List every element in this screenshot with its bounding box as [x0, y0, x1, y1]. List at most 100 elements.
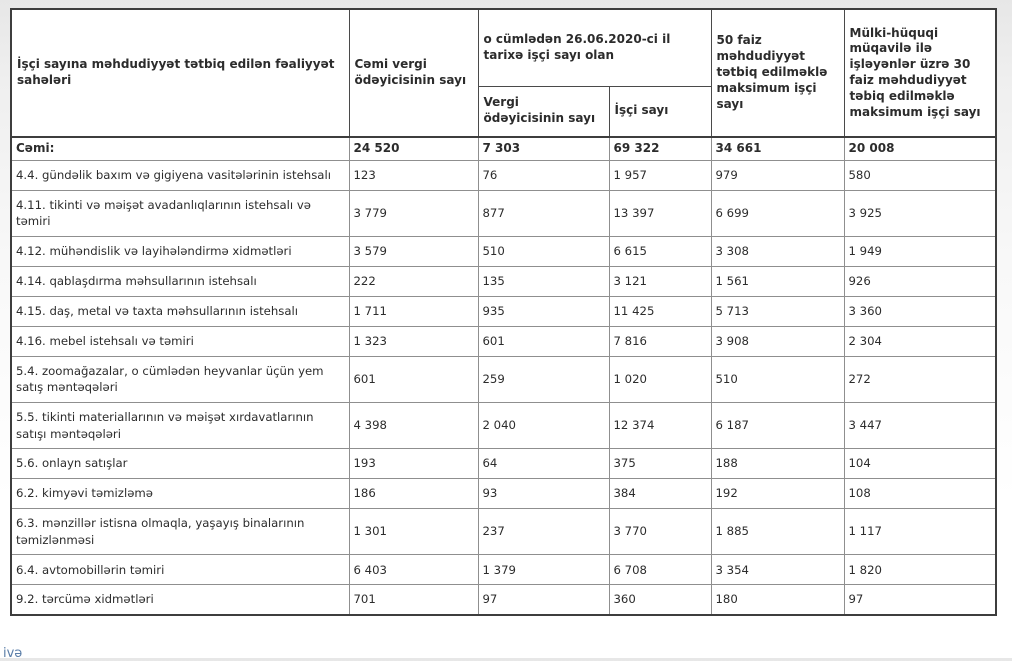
row-value: 97 — [477, 584, 610, 616]
row-value: 69 322 — [608, 136, 712, 161]
row-value: 935 — [477, 295, 610, 327]
row-value: 3 447 — [843, 401, 997, 450]
row-value: 12 374 — [608, 401, 712, 450]
row-value: 979 — [710, 159, 845, 191]
row-value: 6 615 — [608, 235, 712, 267]
row-value: 510 — [477, 235, 610, 267]
row-value: 2 304 — [843, 325, 997, 357]
employee-restriction-table: İşçi sayına məhdudiyyət tətbiq edilən fə… — [10, 8, 997, 616]
row-label: 4.15. daş, metal və taxta məhsullarının … — [10, 295, 350, 327]
row-value: 3 354 — [710, 554, 845, 586]
row-label: 4.16. mebel istehsalı və təmiri — [10, 325, 350, 357]
table-row: 6.3. mənzillər istisna olmaqla, yaşayış … — [10, 508, 997, 556]
table-row: 5.6. onlayn satışlar 193 64 375 188 104 — [10, 448, 997, 480]
row-value: 108 — [843, 478, 997, 510]
row-value: 180 — [710, 584, 845, 616]
row-value: 877 — [477, 189, 610, 237]
row-value: 580 — [843, 159, 997, 191]
table-row: 4.15. daş, metal və taxta məhsullarının … — [10, 295, 997, 327]
row-value: 1 957 — [608, 159, 712, 191]
row-value: 510 — [710, 355, 845, 403]
row-value: 188 — [710, 448, 845, 480]
row-value: 1 820 — [843, 554, 997, 586]
row-value: 34 661 — [710, 136, 845, 161]
row-value: 1 949 — [843, 235, 997, 267]
table-row: 4.14. qablaşdırma məhsullarının istehsal… — [10, 265, 997, 297]
row-label: 6.2. kimyəvi təmizləmə — [10, 478, 350, 510]
row-value: 237 — [477, 508, 610, 556]
header-employee-count: İşçi sayı — [608, 85, 712, 138]
row-value: 1 711 — [348, 295, 479, 327]
row-value: 64 — [477, 448, 610, 480]
row-value: 1 379 — [477, 554, 610, 586]
row-value: 7 303 — [477, 136, 610, 161]
row-value: 222 — [348, 265, 479, 297]
table-row: 4.4. gündəlik baxım və gigiyena vasitələ… — [10, 159, 997, 191]
row-label: 5.6. onlayn satışlar — [10, 448, 350, 480]
row-value: 6 699 — [710, 189, 845, 237]
row-value: 3 770 — [608, 508, 712, 556]
table-header: İşçi sayına məhdudiyyət tətbiq edilən fə… — [10, 8, 997, 138]
row-value: 123 — [348, 159, 479, 191]
row-value: 93 — [477, 478, 610, 510]
row-value: 701 — [348, 584, 479, 616]
row-value: 2 040 — [477, 401, 610, 450]
table-row: 6.4. avtomobillərin təmiri 6 403 1 379 6 70… — [10, 554, 997, 586]
table-row: 9.2. tərcümə xidmətləri 701 97 360 180 97 — [10, 584, 997, 616]
row-value: 4 398 — [348, 401, 479, 450]
row-value: 97 — [843, 584, 997, 616]
row-label: 4.4. gündəlik baxım və gigiyena vasitələ… — [10, 159, 350, 191]
row-value: 20 008 — [843, 136, 997, 161]
header-including-group: o cümlədən 26.06.2020-ci il tarixə işçi … — [477, 8, 712, 87]
row-value: 192 — [710, 478, 845, 510]
row-value: 6 708 — [608, 554, 712, 586]
row-value: 601 — [477, 325, 610, 357]
row-value: 186 — [348, 478, 479, 510]
header-max-50-percent: 50 faiz məhdudiyyət tətbiq edilməklə mak… — [710, 8, 845, 138]
row-value: 360 — [608, 584, 712, 616]
row-value: 104 — [843, 448, 997, 480]
row-value: 1 020 — [608, 355, 712, 403]
row-value: 375 — [608, 448, 712, 480]
row-label: 5.4. zoomağazalar, o cümlədən heyvanlar … — [10, 355, 350, 403]
row-value: 601 — [348, 355, 479, 403]
table-row: 5.5. tikinti materiallarının və məişət x… — [10, 401, 997, 450]
row-label: 6.4. avtomobillərin təmiri — [10, 554, 350, 586]
row-value: 11 425 — [608, 295, 712, 327]
table-body: Cəmi: 24 520 7 303 69 322 34 661 20 008 4.4. g… — [10, 136, 997, 616]
row-value: 5 713 — [710, 295, 845, 327]
row-value: 135 — [477, 265, 610, 297]
header-max-30-percent-civil-contract: Mülki-hüquqi müqavilə ilə işləyənlər üzr… — [843, 8, 997, 138]
row-value: 1 885 — [710, 508, 845, 556]
row-value: 3 360 — [843, 295, 997, 327]
row-value: 3 908 — [710, 325, 845, 357]
row-value: 6 403 — [348, 554, 479, 586]
row-value: 13 397 — [608, 189, 712, 237]
header-taxpayer-count: Vergi ödəyicisinin sayı — [477, 85, 610, 138]
row-label: 6.3. mənzillər istisna olmaqla, yaşayış … — [10, 508, 350, 556]
row-value: 76 — [477, 159, 610, 191]
row-value: 272 — [843, 355, 997, 403]
bottom-partial-link[interactable]: ivə — [3, 646, 23, 661]
row-value: 384 — [608, 478, 712, 510]
row-value: 24 520 — [348, 136, 479, 161]
row-label: 9.2. tərcümə xidmətləri — [10, 584, 350, 616]
row-value: 1 323 — [348, 325, 479, 357]
row-value: 3 579 — [348, 235, 479, 267]
row-value: 1 561 — [710, 265, 845, 297]
table-row: 4.16. mebel istehsalı və təmiri 1 323 601 7… — [10, 325, 997, 357]
table-row: 5.4. zoomağazalar, o cümlədən heyvanlar … — [10, 355, 997, 403]
row-label: 4.12. mühəndislik və layihələndirmə xidm… — [10, 235, 350, 267]
table-row: 4.12. mühəndislik və layihələndirmə xidm… — [10, 235, 997, 267]
row-value: 193 — [348, 448, 479, 480]
row-label: 5.5. tikinti materiallarının və məişət x… — [10, 401, 350, 450]
row-value: 1 301 — [348, 508, 479, 556]
row-value: 3 779 — [348, 189, 479, 237]
row-value: 926 — [843, 265, 997, 297]
header-total-taxpayers: Cəmi vergi ödəyicisinin sayı — [348, 8, 479, 138]
row-value: 3 925 — [843, 189, 997, 237]
row-label: Cəmi: — [10, 136, 350, 161]
row-label: 4.14. qablaşdırma məhsullarının istehsal… — [10, 265, 350, 297]
header-activity-areas: İşçi sayına məhdudiyyət tətbiq edilən fə… — [10, 8, 350, 138]
